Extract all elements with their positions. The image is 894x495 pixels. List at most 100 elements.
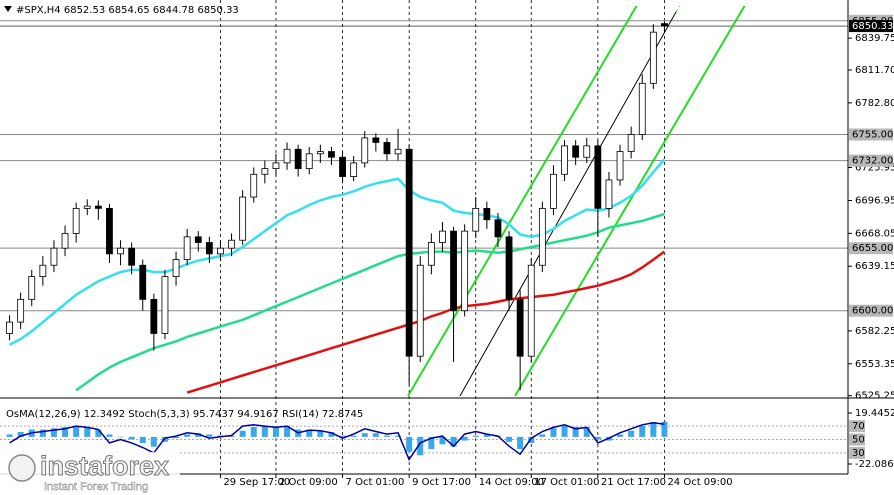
candle-body [561,145,568,175]
osma-bar [650,422,657,437]
y-tick-label: 6696.95 [855,195,894,206]
x-tick-label: 2 Oct 09:00 [279,477,338,488]
channel-line [514,6,746,396]
candle-body [550,173,557,209]
candle-body [572,145,580,158]
candle-body [361,137,369,164]
level-label: 6755.00 [852,129,893,140]
osma-bar [195,433,202,437]
osma-bar [284,425,291,437]
moving-average [9,158,666,346]
watermark-brand: instaforex [40,451,169,481]
candle-body [339,156,346,177]
candle-body [150,298,158,334]
oscillator-title: OsMA(12,26,9) 12.3492 Stoch(5,3,3) 95.74… [6,409,363,420]
candle-body [28,276,36,300]
channel-mid-line [459,11,677,396]
osma-bar [239,430,246,437]
level-label-bg [849,242,893,255]
watermark-logo [8,454,36,482]
osma-bar [483,434,490,437]
osma-bar [50,428,57,437]
candle-body [394,148,402,155]
candle-body [649,31,657,84]
osma-bar [306,429,313,437]
candle-body [217,247,224,255]
candle-body [239,196,247,241]
osma-bar [350,435,357,437]
osma-bar [139,436,146,444]
osma-bar [95,429,102,437]
candle-body [94,205,102,209]
osma-bar [594,436,601,440]
plot-layer [6,21,668,462]
candle-body [427,242,435,266]
candle-body [272,162,280,169]
candle-body [405,148,413,357]
candle-body [6,321,13,334]
y-tick-label: 6525.25 [855,391,894,402]
candle-body [106,207,113,255]
candle-body [516,298,524,357]
y-tick-label: 6553.35 [855,359,894,370]
osma-bar [617,434,624,437]
osma-bar [106,434,113,437]
osma-bar [317,430,324,437]
osma-bar [128,436,135,440]
osma-bar [117,436,124,438]
y-tick-label: 6725.95 [855,163,894,174]
osma-bar [395,435,402,437]
osma-bar [250,427,257,437]
osma-bar [328,431,335,437]
candle-body [283,148,291,164]
osma-bar [73,425,80,437]
candle-body [494,219,502,238]
y2-label-bg [849,420,865,433]
osma-bar [150,436,157,447]
osma-bar [461,436,468,441]
osma-bar [517,436,524,450]
candle-body [638,82,646,135]
osma-bar [661,421,668,437]
watermark-tagline: Instant Forex Trading [44,481,148,493]
y2-tick-label: 70 [852,421,865,432]
y-tick-label: -22.0865 [855,459,894,470]
candle-body [383,142,391,155]
y2-tick-label: 30 [852,448,865,459]
osma-bar [184,434,191,437]
osma-bar [472,435,479,437]
osma-bar [406,436,413,452]
osma-bar [339,435,346,437]
osma-bar [561,425,568,437]
level-label-bg [849,304,893,317]
osma-bar [572,427,579,437]
osma-bar [361,433,368,437]
osma-bar [550,428,557,437]
candle-body [72,207,80,234]
level-label: 6600.00 [852,306,893,317]
candle-body [305,153,313,169]
candle-body [627,134,635,152]
osma-bar [450,436,457,447]
candle-body [17,298,25,323]
candle-body [83,205,91,209]
watermark: instaforex Instant Forex Trading [0,451,180,495]
osma-bar [261,425,268,437]
candle-body [61,233,69,249]
moving-average [186,250,666,394]
candle-body [439,230,446,243]
osma-bar [506,436,513,442]
y-tick-label: 6668.05 [855,228,894,239]
x-tick-label: 17 Oct 01:00 [534,477,599,488]
rsi-line [9,422,665,462]
candle-body [372,137,380,143]
osma-bar [173,436,180,439]
candle-body [183,236,191,260]
osma-bar [6,434,13,437]
osma-bar [272,427,279,437]
y2-label-bg [849,433,865,446]
candle-body [538,207,546,266]
osma-bar [439,436,446,445]
candle-body [616,151,624,181]
